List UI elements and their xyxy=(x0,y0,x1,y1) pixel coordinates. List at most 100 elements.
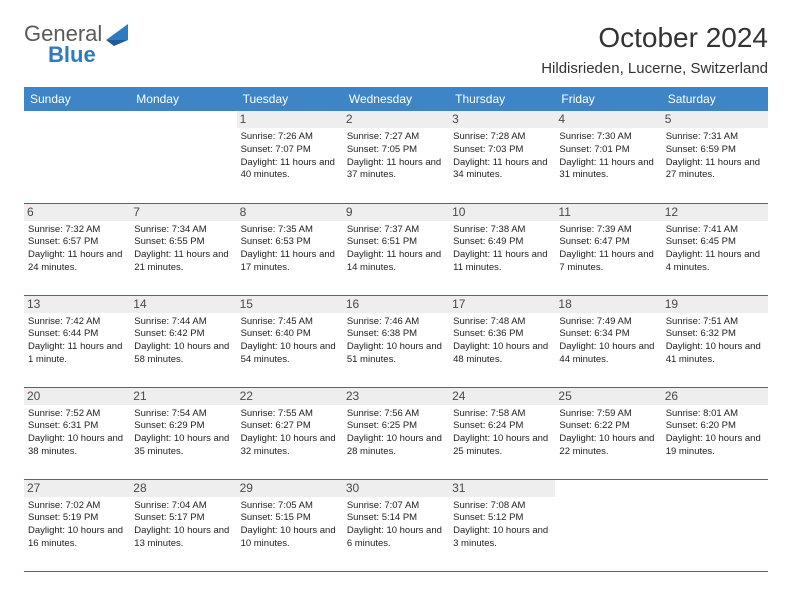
day-cell: 18Sunrise: 7:49 AMSunset: 6:34 PMDayligh… xyxy=(555,295,661,387)
day-cell: 31 Sunrise: 7:08 AMSunset: 5:12 PMDayligh… xyxy=(449,479,555,571)
day-details: Sunrise: 7:55 AMSunset: 6:27 PMDaylight:… xyxy=(241,408,339,459)
daylight-label: Daylight: 10 hours and 41 minutes. xyxy=(666,341,764,367)
day-cell: 11Sunrise: 7:39 AMSunset: 6:47 PMDayligh… xyxy=(555,203,661,295)
day-details: Sunrise: 7:08 AMSunset: 5:12 PMDaylight:… xyxy=(453,500,551,551)
sunset-label: Sunset: 6:55 PM xyxy=(134,236,232,249)
day-cell: 17Sunrise: 7:48 AMSunset: 6:36 PMDayligh… xyxy=(449,295,555,387)
day-details: Sunrise: 7:34 AMSunset: 6:55 PMDaylight:… xyxy=(134,224,232,275)
sunrise-label: Sunrise: 7:35 AM xyxy=(241,224,339,237)
daylight-label: Daylight: 11 hours and 11 minutes. xyxy=(453,249,551,275)
sunrise-label: Sunrise: 7:04 AM xyxy=(134,500,232,513)
daylight-label: Daylight: 10 hours and 13 minutes. xyxy=(134,525,232,551)
week-row: 13 Sunrise: 7:42 AMSunset: 6:44 PMDayligh… xyxy=(24,295,768,387)
daylight-label: Daylight: 11 hours and 1 minute. xyxy=(28,341,126,367)
day-number: 24 xyxy=(449,388,555,405)
calendar-page: General Blue October 2024 Hildisrieden, … xyxy=(0,0,792,584)
sunrise-label: Sunrise: 7:38 AM xyxy=(453,224,551,237)
day-number: 28 xyxy=(130,480,236,497)
day-details: Sunrise: 7:51 AMSunset: 6:32 PMDaylight:… xyxy=(666,316,764,367)
day-cell: 4Sunrise: 7:30 AMSunset: 7:01 PMDaylight… xyxy=(555,111,661,203)
day-number: 30 xyxy=(343,480,449,497)
day-number: 31 xyxy=(449,480,555,497)
day-number: 29 xyxy=(237,480,343,497)
sunset-label: Sunset: 6:25 PM xyxy=(347,420,445,433)
sunset-label: Sunset: 5:15 PM xyxy=(241,512,339,525)
sunset-label: Sunset: 6:59 PM xyxy=(666,144,764,157)
sunrise-label: Sunrise: 7:54 AM xyxy=(134,408,232,421)
day-cell: 19 Sunrise: 7:51 AMSunset: 6:32 PMDayligh… xyxy=(662,295,768,387)
day-cell: 23Sunrise: 7:56 AMSunset: 6:25 PMDayligh… xyxy=(343,387,449,479)
day-number: 23 xyxy=(343,388,449,405)
day-number: 19 xyxy=(662,296,768,313)
daylight-label: Daylight: 10 hours and 22 minutes. xyxy=(559,433,657,459)
day-number: 17 xyxy=(449,296,555,313)
day-cell: 14Sunrise: 7:44 AMSunset: 6:42 PMDayligh… xyxy=(130,295,236,387)
calendar-table: SundayMondayTuesdayWednesdayThursdayFrid… xyxy=(24,87,768,572)
logo: General Blue xyxy=(24,22,134,66)
day-cell: 7 Sunrise: 7:34 AMSunset: 6:55 PMDaylight… xyxy=(130,203,236,295)
sunset-label: Sunset: 6:53 PM xyxy=(241,236,339,249)
week-row: 6Sunrise: 7:32 AMSunset: 6:57 PMDaylight… xyxy=(24,203,768,295)
daylight-label: Daylight: 10 hours and 38 minutes. xyxy=(28,433,126,459)
day-cell: 26Sunrise: 8:01 AMSunset: 6:20 PMDayligh… xyxy=(662,387,768,479)
day-number: 20 xyxy=(24,388,130,405)
day-cell: 25Sunrise: 7:59 AMSunset: 6:22 PMDayligh… xyxy=(555,387,661,479)
month-title: October 2024 xyxy=(541,22,768,54)
sunrise-label: Sunrise: 7:30 AM xyxy=(559,131,657,144)
sunset-label: Sunset: 6:29 PM xyxy=(134,420,232,433)
day-cell: 20Sunrise: 7:52 AMSunset: 6:31 PMDayligh… xyxy=(24,387,130,479)
day-number: 13 xyxy=(24,296,130,313)
day-number: 1 xyxy=(237,111,343,128)
day-number: 21 xyxy=(130,388,236,405)
day-cell: 9 Sunrise: 7:37 AMSunset: 6:51 PMDaylight… xyxy=(343,203,449,295)
sunrise-label: Sunrise: 7:34 AM xyxy=(134,224,232,237)
day-number: 9 xyxy=(343,204,449,221)
sunrise-label: Sunrise: 7:52 AM xyxy=(28,408,126,421)
daylight-label: Daylight: 11 hours and 24 minutes. xyxy=(28,249,126,275)
sunset-label: Sunset: 7:07 PM xyxy=(241,144,339,157)
daylight-label: Daylight: 11 hours and 21 minutes. xyxy=(134,249,232,275)
sunrise-label: Sunrise: 7:58 AM xyxy=(453,408,551,421)
day-details: Sunrise: 7:37 AMSunset: 6:51 PMDaylight:… xyxy=(347,224,445,275)
sunrise-label: Sunrise: 7:46 AM xyxy=(347,316,445,329)
daylight-label: Daylight: 10 hours and 51 minutes. xyxy=(347,341,445,367)
day-cell: 22Sunrise: 7:55 AMSunset: 6:27 PMDayligh… xyxy=(237,387,343,479)
sunrise-label: Sunrise: 7:39 AM xyxy=(559,224,657,237)
day-cell: 1Sunrise: 7:26 AMSunset: 7:07 PMDaylight… xyxy=(237,111,343,203)
day-cell: 28Sunrise: 7:04 AMSunset: 5:17 PMDayligh… xyxy=(130,479,236,571)
day-cell xyxy=(24,111,130,203)
sunrise-label: Sunrise: 7:49 AM xyxy=(559,316,657,329)
week-row: 20Sunrise: 7:52 AMSunset: 6:31 PMDayligh… xyxy=(24,387,768,479)
day-number: 7 xyxy=(130,204,236,221)
daylight-label: Daylight: 10 hours and 3 minutes. xyxy=(453,525,551,551)
day-details: Sunrise: 8:01 AMSunset: 6:20 PMDaylight:… xyxy=(666,408,764,459)
day-details: Sunrise: 7:42 AMSunset: 6:44 PMDaylight:… xyxy=(28,316,126,367)
day-details: Sunrise: 7:46 AMSunset: 6:38 PMDaylight:… xyxy=(347,316,445,367)
sunset-label: Sunset: 6:49 PM xyxy=(453,236,551,249)
daylight-label: Daylight: 10 hours and 58 minutes. xyxy=(134,341,232,367)
sunrise-label: Sunrise: 7:48 AM xyxy=(453,316,551,329)
daylight-label: Daylight: 10 hours and 6 minutes. xyxy=(347,525,445,551)
day-header: Sunday xyxy=(24,87,130,111)
day-cell: 6Sunrise: 7:32 AMSunset: 6:57 PMDaylight… xyxy=(24,203,130,295)
day-details: Sunrise: 7:05 AMSunset: 5:15 PMDaylight:… xyxy=(241,500,339,551)
sunrise-label: Sunrise: 7:27 AM xyxy=(347,131,445,144)
day-number: 2 xyxy=(343,111,449,128)
day-cell: 24Sunrise: 7:58 AMSunset: 6:24 PMDayligh… xyxy=(449,387,555,479)
sunrise-label: Sunrise: 7:37 AM xyxy=(347,224,445,237)
sunrise-label: Sunrise: 7:32 AM xyxy=(28,224,126,237)
daylight-label: Daylight: 11 hours and 37 minutes. xyxy=(347,157,445,183)
day-details: Sunrise: 7:45 AMSunset: 6:40 PMDaylight:… xyxy=(241,316,339,367)
daylight-label: Daylight: 10 hours and 25 minutes. xyxy=(453,433,551,459)
day-cell: 27Sunrise: 7:02 AMSunset: 5:19 PMDayligh… xyxy=(24,479,130,571)
day-header: Wednesday xyxy=(343,87,449,111)
day-cell: 29 Sunrise: 7:05 AMSunset: 5:15 PMDayligh… xyxy=(237,479,343,571)
day-details: Sunrise: 7:35 AMSunset: 6:53 PMDaylight:… xyxy=(241,224,339,275)
day-number: 10 xyxy=(449,204,555,221)
sunset-label: Sunset: 7:05 PM xyxy=(347,144,445,157)
calendar-body: 1Sunrise: 7:26 AMSunset: 7:07 PMDaylight… xyxy=(24,111,768,571)
sunrise-label: Sunrise: 7:41 AM xyxy=(666,224,764,237)
day-cell xyxy=(662,479,768,571)
day-number: 5 xyxy=(662,111,768,128)
day-details: Sunrise: 7:54 AMSunset: 6:29 PMDaylight:… xyxy=(134,408,232,459)
